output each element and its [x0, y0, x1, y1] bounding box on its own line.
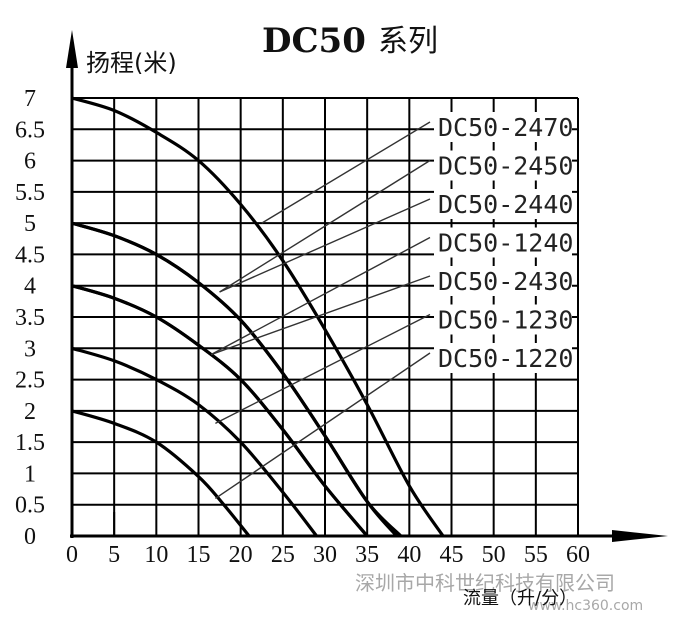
y-tick-label: 2.5	[15, 368, 45, 394]
x-tick-label: 45	[440, 542, 464, 568]
x-tick-label: 40	[397, 542, 421, 568]
leader-line-dc50-2430	[210, 275, 431, 356]
y-tick-label: 5	[24, 211, 36, 237]
watermark-company: 深圳市中科世纪科技有限公司	[355, 571, 615, 595]
axes	[66, 30, 668, 542]
y-tick-label: 4	[24, 274, 36, 300]
leader-line-dc50-2470	[261, 121, 431, 224]
x-tick-label: 20	[229, 542, 253, 568]
series-label-background	[434, 227, 572, 258]
y-tick-label: 3.5	[15, 305, 45, 331]
leader-line-dc50-2450	[219, 159, 431, 293]
series-label-dc50-1220: DC50-1220	[438, 344, 573, 373]
y-tick-label: 4.5	[15, 242, 45, 268]
x-axis-arrow-icon	[612, 530, 668, 542]
series-label-background	[434, 343, 572, 373]
series-label-dc50-1240: DC50-1240	[438, 229, 573, 258]
y-tick-label: 2	[24, 399, 36, 425]
x-tick-label: 30	[313, 542, 337, 568]
series-label-background	[434, 304, 572, 335]
y-tick-label: 7	[24, 86, 36, 112]
series-label-dc50-2430: DC50-2430	[438, 267, 573, 296]
y-axis-label: 扬程(米)	[86, 49, 177, 77]
series-label-dc50-2450: DC50-2450	[438, 152, 573, 181]
x-tick-label: 25	[271, 542, 295, 568]
leader-line-dc50-1230	[215, 313, 431, 424]
leader-line-dc50-2440	[219, 198, 431, 293]
y-tick-label: 3	[24, 336, 36, 362]
y-tick-label: 5.5	[15, 180, 45, 206]
y-tick-label: 0.5	[15, 493, 45, 519]
curve-dc50-1230	[71, 346, 318, 537]
x-tick-label: 55	[524, 542, 548, 568]
curve-dc50-2470	[71, 96, 445, 537]
series-label-dc50-2440: DC50-2440	[438, 190, 573, 219]
x-tick-label: 35	[355, 542, 379, 568]
chart-title: DC50	[262, 21, 366, 61]
series-labels: DC50-2470 DC50-2450 DC50-2440 DC50-1240 DC50…	[434, 112, 573, 373]
x-tick-label: 50	[482, 542, 506, 568]
y-tick-label: 6.5	[15, 117, 45, 143]
curve-dc50-2430	[71, 284, 369, 538]
x-tick-label: 5	[108, 542, 120, 568]
leader-lines	[210, 121, 431, 500]
curve-dc50-1220	[71, 409, 251, 538]
x-tick-labels: 0 5 10 15 20 25 30 35 40 45 50 55 60	[66, 542, 590, 568]
series-label-background	[434, 189, 572, 219]
y-tick-label: 6	[24, 149, 36, 175]
series-label-background	[434, 266, 572, 296]
y-tick-labels: 0 0.5 1 1.5 2 2.5 3 3.5 4 4.5 5 5.5 6 6.5 7	[15, 86, 45, 550]
watermark-url: www.hc360.com	[528, 598, 643, 614]
chart-title-suffix: 系列	[378, 24, 438, 59]
series-label-dc50-1230: DC50-1230	[438, 306, 573, 335]
series-label-background	[434, 112, 572, 142]
x-tick-label: 10	[144, 542, 168, 568]
curve-dc50-2440	[71, 221, 398, 538]
y-tick-label: 0	[24, 524, 36, 550]
x-tick-label: 15	[187, 542, 211, 568]
leader-line-dc50-1220	[214, 352, 431, 500]
leader-line-dc50-1240	[210, 236, 431, 356]
y-tick-label: 1.5	[15, 430, 45, 456]
y-tick-label: 1	[24, 461, 36, 487]
series-label-background	[434, 150, 572, 181]
y-axis-arrow-icon	[66, 30, 78, 68]
series-label-dc50-2470: DC50-2470	[438, 113, 573, 142]
x-tick-label: 0	[66, 542, 78, 568]
x-tick-label: 60	[566, 542, 590, 568]
pump-curves	[71, 96, 445, 538]
x-axis-label: 流量（升/分）	[463, 588, 577, 609]
